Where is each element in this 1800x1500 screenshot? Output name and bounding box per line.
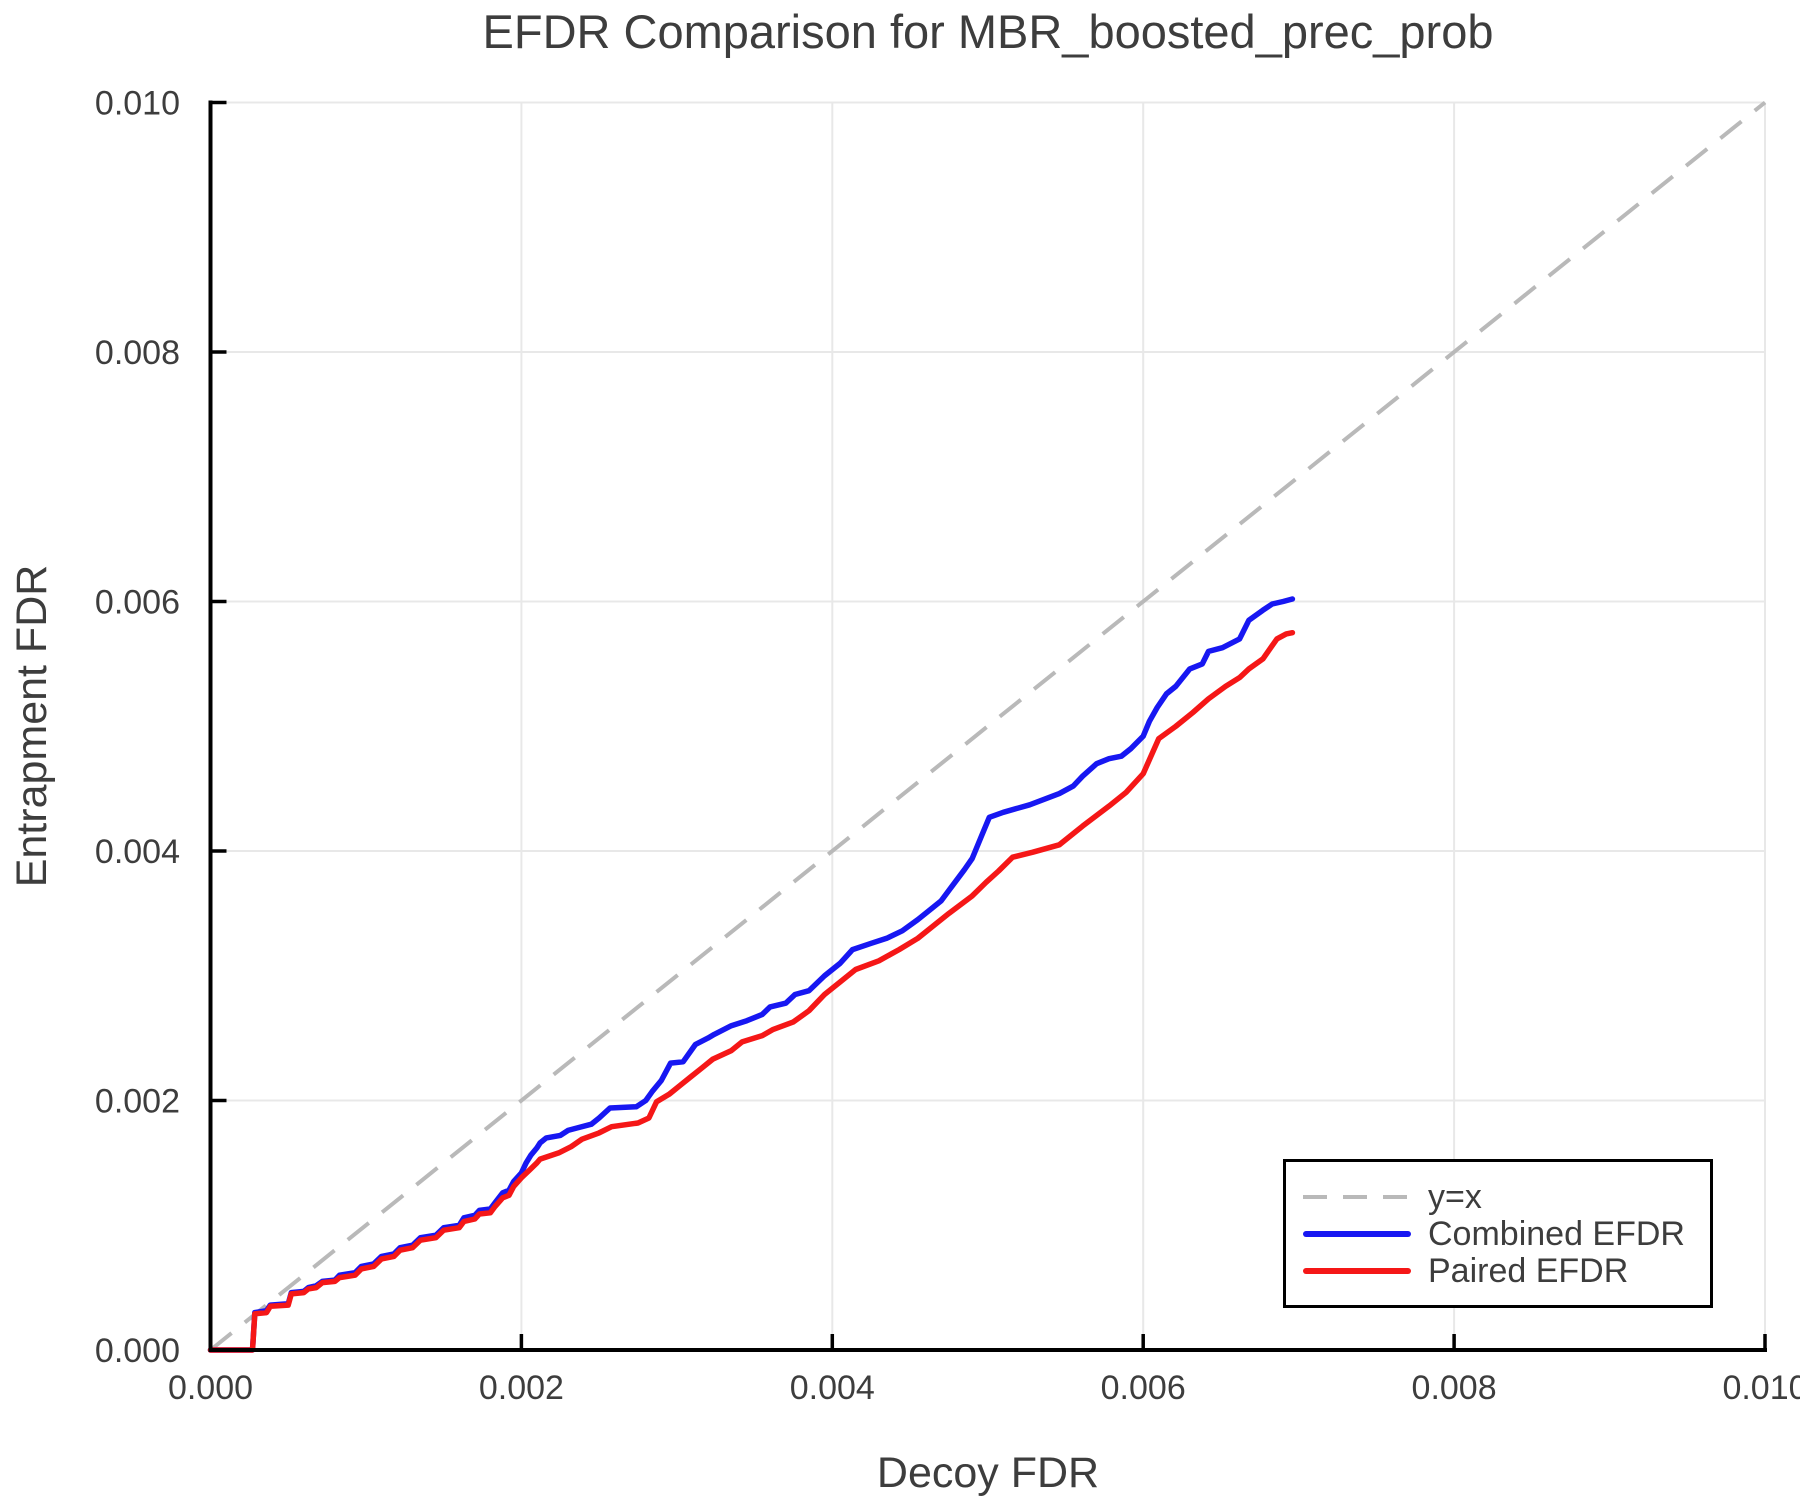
series-line-combined-efdr (207, 596, 1296, 1353)
x-tick-label: 0.000 (168, 1369, 253, 1407)
x-tick-label: 0.004 (790, 1369, 875, 1407)
legend-item-paired-efdr: Paired EFDR (1303, 1252, 1710, 1289)
legend-label: y=x (1428, 1177, 1482, 1216)
chart-legend: y=x Combined EFDR Paired EFDR (1283, 1159, 1713, 1308)
tick-labels: 0.000 0.002 0.004 0.006 0.008 0.010 0.000 0.002… (95, 85, 1800, 1408)
y-tick-label: 0.002 (95, 1083, 180, 1121)
y-tick-label: 0.000 (95, 1332, 180, 1370)
y-tick-label: 0.006 (95, 584, 180, 622)
axes (208, 100, 1767, 1352)
y-tick-label: 0.008 (95, 334, 180, 372)
reference-line-y-equals-x (209, 100, 1767, 1352)
x-tick-label: 0.006 (1101, 1369, 1186, 1407)
chart-title: EFDR Comparison for MBR_boosted_prec_pro… (483, 5, 1494, 58)
dashed-line-swatch (1303, 1194, 1411, 1199)
y-equals-x-line (209, 100, 1767, 1352)
y-tick-label: 0.004 (95, 833, 180, 871)
x-tick-label: 0.008 (1412, 1369, 1497, 1407)
efdr-series-lines (207, 596, 1296, 1353)
x-tick-label: 0.002 (479, 1369, 564, 1407)
y-axis-label: Entrapment FDR (8, 565, 56, 888)
x-tick-label: 0.010 (1722, 1369, 1800, 1407)
legend-label: Combined EFDR (1428, 1214, 1685, 1253)
x-axis-label: Decoy FDR (877, 1449, 1099, 1497)
legend-item-y-equals-x: y=x (1303, 1178, 1710, 1215)
blue-line-swatch (1303, 1230, 1411, 1237)
legend-label: Paired EFDR (1428, 1251, 1629, 1290)
legend-item-combined-efdr: Combined EFDR (1303, 1215, 1710, 1252)
red-line-swatch (1303, 1267, 1411, 1274)
y-tick-label: 0.010 (95, 85, 180, 123)
series-line-paired-efdr (207, 629, 1296, 1353)
